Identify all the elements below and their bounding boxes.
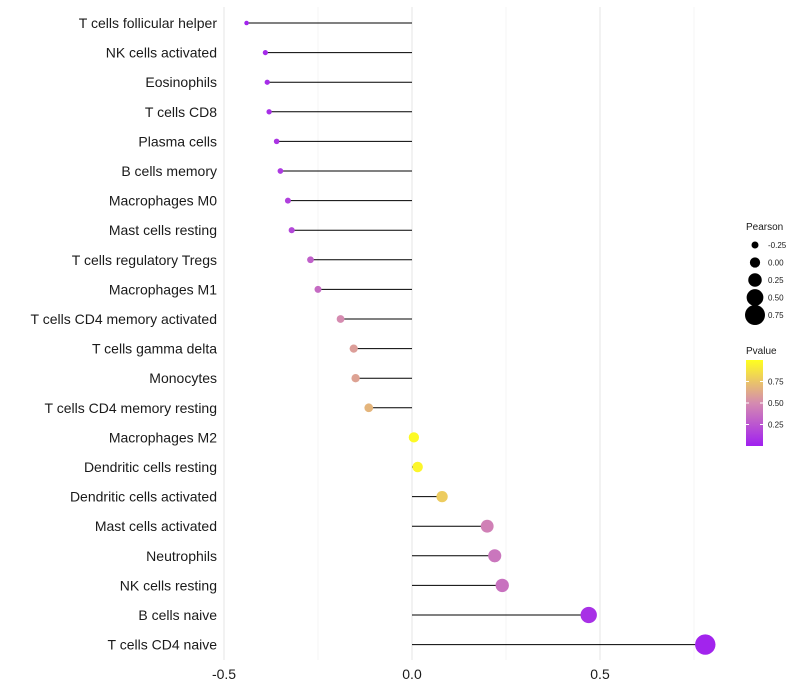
lollipop-stems bbox=[246, 22, 706, 646]
y-label-t-cells-cd4-memory-activated: T cells CD4 memory activated bbox=[31, 311, 217, 327]
y-label-t-cells-follicular-helper: T cells follicular helper bbox=[79, 15, 218, 31]
y-label-t-cells-cd4-memory-resting: T cells CD4 memory resting bbox=[45, 400, 217, 416]
legend-pvalue-label: 0.25 bbox=[768, 421, 784, 430]
y-label-monocytes: Monocytes bbox=[149, 370, 217, 386]
legend-pvalue: Pvalue 0.25 0.50 0.75 bbox=[746, 346, 784, 446]
y-label-b-cells-naive: B cells naive bbox=[138, 607, 217, 623]
point-mast-cells-resting bbox=[288, 227, 295, 234]
y-label-eosinophils: Eosinophils bbox=[145, 74, 217, 90]
point-monocytes bbox=[351, 374, 360, 383]
point-t-cells-cd4-memory-resting bbox=[364, 403, 374, 413]
point-t-cells-regulatory-tregs bbox=[307, 256, 314, 264]
point-t-cells-cd4-memory-activated bbox=[336, 315, 345, 323]
legend-pearson: Pearson -0.25 0.00 0.25 0.50 0.75 bbox=[745, 222, 787, 325]
legend-pearson-label: 0.25 bbox=[768, 276, 784, 285]
point-neutrophils bbox=[488, 549, 502, 563]
y-label-t-cells-regulatory-tregs: T cells regulatory Tregs bbox=[72, 252, 217, 268]
x-tick-label: -0.5 bbox=[212, 666, 236, 682]
y-label-nk-cells-resting: NK cells resting bbox=[120, 577, 217, 593]
legend-pearson-key bbox=[748, 273, 762, 287]
legend-pearson-key bbox=[751, 241, 759, 249]
point-macrophages-m2 bbox=[408, 432, 420, 443]
y-label-t-cells-cd4-naive: T cells CD4 naive bbox=[108, 637, 218, 653]
point-nk-cells-resting bbox=[495, 578, 509, 593]
x-axis-ticks: -0.5 0.0 0.5 bbox=[212, 666, 610, 682]
y-label-mast-cells-activated: Mast cells activated bbox=[95, 518, 217, 534]
point-nk-cells-activated bbox=[262, 50, 268, 56]
point-mast-cells-activated bbox=[480, 519, 494, 533]
y-label-dendritic-cells-activated: Dendritic cells activated bbox=[70, 489, 217, 505]
y-label-dendritic-cells-resting: Dendritic cells resting bbox=[84, 459, 217, 475]
point-dendritic-cells-activated bbox=[436, 490, 448, 503]
point-b-cells-naive bbox=[580, 606, 597, 624]
legend-pearson-label: 0.00 bbox=[768, 259, 784, 268]
point-macrophages-m1 bbox=[314, 285, 322, 293]
y-label-macrophages-m1: Macrophages M1 bbox=[109, 281, 217, 297]
legend-pearson-label: -0.25 bbox=[768, 241, 787, 250]
legend-pearson-label: 0.75 bbox=[768, 311, 784, 320]
y-label-t-cells-cd8: T cells CD8 bbox=[145, 104, 217, 120]
point-t-cells-cd4-naive bbox=[695, 634, 716, 655]
legend-pearson-key bbox=[749, 257, 761, 268]
point-b-cells-memory bbox=[277, 168, 284, 174]
point-t-cells-follicular-helper bbox=[244, 20, 249, 26]
legend-pvalue-label: 0.75 bbox=[768, 378, 784, 387]
point-t-cells-gamma-delta bbox=[349, 344, 358, 353]
point-dendritic-cells-resting bbox=[412, 461, 423, 473]
legend-pearson-key bbox=[746, 289, 764, 306]
point-plasma-cells bbox=[273, 138, 280, 145]
lollipop-points bbox=[244, 20, 716, 655]
legend-pearson-key bbox=[745, 305, 765, 325]
legend-pvalue-title: Pvalue bbox=[746, 346, 777, 357]
x-tick-label: 0.5 bbox=[590, 666, 610, 682]
grid-lines bbox=[223, 7, 695, 660]
y-label-nk-cells-activated: NK cells activated bbox=[106, 45, 217, 61]
y-axis-labels: T cells follicular helper NK cells activa… bbox=[31, 15, 218, 653]
legend-pvalue-colorbar bbox=[746, 360, 763, 446]
point-macrophages-m0 bbox=[284, 197, 291, 204]
legend-pearson-label: 0.50 bbox=[768, 294, 784, 303]
y-label-t-cells-gamma-delta: T cells gamma delta bbox=[92, 341, 217, 357]
y-label-b-cells-memory: B cells memory bbox=[121, 163, 217, 179]
legend-pvalue-label: 0.50 bbox=[768, 399, 784, 408]
x-tick-label: 0.0 bbox=[402, 666, 422, 682]
y-label-macrophages-m0: Macrophages M0 bbox=[109, 193, 217, 209]
y-label-mast-cells-resting: Mast cells resting bbox=[109, 222, 217, 238]
point-t-cells-cd8 bbox=[266, 109, 272, 115]
y-label-neutrophils: Neutrophils bbox=[146, 548, 217, 564]
legend-pearson-title: Pearson bbox=[746, 222, 783, 233]
point-eosinophils bbox=[264, 79, 270, 85]
y-label-macrophages-m2: Macrophages M2 bbox=[109, 429, 217, 445]
y-label-plasma-cells: Plasma cells bbox=[138, 133, 217, 149]
